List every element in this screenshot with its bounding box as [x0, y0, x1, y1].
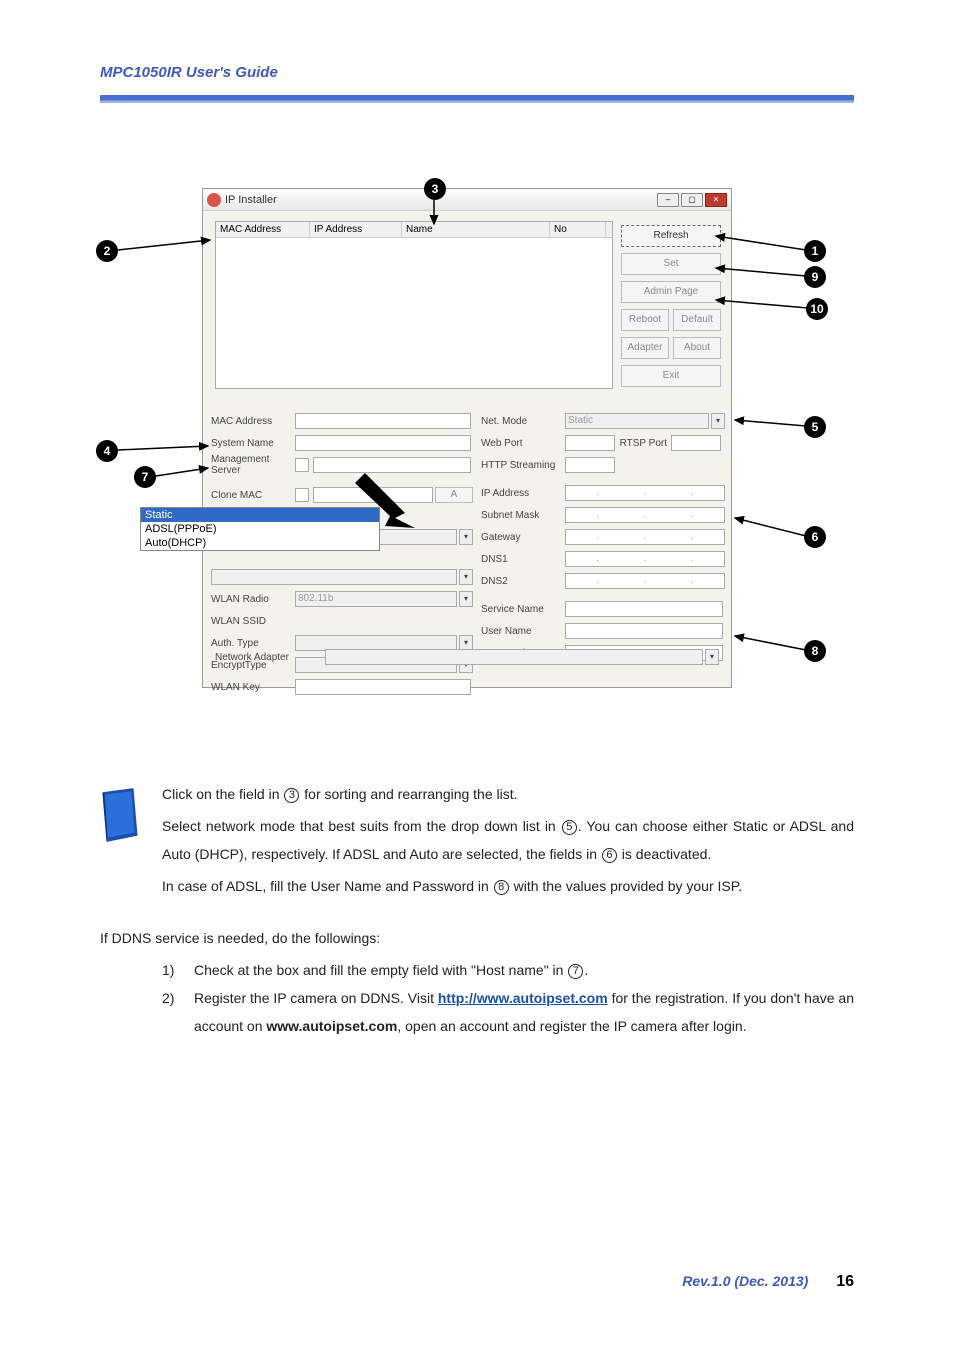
dropdown-icon[interactable]: ▾: [459, 529, 473, 545]
callout-4: 4: [96, 440, 118, 462]
callout-1: 1: [804, 240, 826, 262]
clone-label: Clone MAC: [211, 490, 295, 501]
dropdown-icon[interactable]: ▾: [459, 569, 473, 585]
rtsp-input[interactable]: [671, 435, 721, 451]
revision: Rev.1.0 (Dec. 2013): [682, 1273, 808, 1289]
dns1-label: DNS1: [481, 554, 565, 565]
mgmt-label: Management Server: [211, 454, 295, 476]
service-input[interactable]: [565, 601, 723, 617]
guide-title: MPC1050IR User's Guide: [100, 64, 854, 81]
device-list[interactable]: MAC Address IP Address Name No: [215, 221, 613, 389]
body-text: Click on the field in 3 for sorting and …: [100, 780, 854, 1040]
mgmt-checkbox[interactable]: [295, 458, 309, 472]
auth-label: Auth. Type: [211, 638, 295, 649]
callout-3: 3: [424, 178, 446, 200]
header-rule: [100, 95, 854, 103]
callout-9: 9: [804, 266, 826, 288]
option-static[interactable]: Static: [141, 508, 379, 522]
adapter-button[interactable]: Adapter: [621, 337, 669, 359]
clone-a-button[interactable]: A: [435, 487, 473, 503]
gateway-label: Gateway: [481, 532, 565, 543]
webport-input[interactable]: [565, 435, 615, 451]
callout-7: 7: [134, 466, 156, 488]
wlan-ssid-label: WLAN SSID: [211, 616, 295, 627]
ip-input[interactable]: ...: [565, 485, 725, 501]
reboot-button[interactable]: Reboot: [621, 309, 669, 331]
col-ip[interactable]: IP Address: [310, 222, 402, 237]
wlankey-label: WLAN Key: [211, 682, 295, 693]
mgmt-input[interactable]: [313, 457, 471, 473]
system-input[interactable]: [295, 435, 471, 451]
ip-label: IP Address: [481, 488, 565, 499]
option-auto[interactable]: Auto(DHCP): [141, 536, 379, 550]
service-label: Service Name: [481, 604, 565, 615]
screenshot-diagram: IP Installer – ▢ ✕ MAC Address IP Addres…: [90, 188, 830, 708]
dns2-input[interactable]: ...: [565, 573, 725, 589]
dropdown-icon[interactable]: ▾: [459, 591, 473, 607]
about-button[interactable]: About: [673, 337, 721, 359]
ip-installer-window: IP Installer – ▢ ✕ MAC Address IP Addres…: [202, 188, 732, 688]
col-no[interactable]: No: [550, 222, 606, 237]
netmode-value[interactable]: Static: [565, 413, 709, 429]
page-footer: Rev.1.0 (Dec. 2013) 16: [682, 1273, 854, 1291]
option-adsl[interactable]: ADSL(PPPoE): [141, 522, 379, 536]
mac-input[interactable]: [295, 413, 471, 429]
netmode-label: Net. Mode: [481, 416, 565, 427]
system-label: System Name: [211, 438, 295, 449]
user-input[interactable]: [565, 623, 723, 639]
subnet-input[interactable]: ...: [565, 507, 725, 523]
http-input[interactable]: [565, 457, 615, 473]
exit-button[interactable]: Exit: [621, 365, 721, 387]
rtsp-label: RTSP Port: [617, 438, 671, 449]
webport-label: Web Port: [481, 438, 565, 449]
minimize-button[interactable]: –: [657, 193, 679, 207]
clone-input[interactable]: [313, 487, 433, 503]
subnet-label: Subnet Mask: [481, 510, 565, 521]
dns1-input[interactable]: ...: [565, 551, 725, 567]
user-label: User Name: [481, 626, 565, 637]
close-button[interactable]: ✕: [705, 193, 727, 207]
callout-2: 2: [96, 240, 118, 262]
dropdown-icon[interactable]: ▾: [705, 649, 719, 665]
col-name[interactable]: Name: [402, 222, 550, 237]
dropdown-icon[interactable]: ▾: [711, 413, 725, 429]
page-number: 16: [836, 1273, 854, 1290]
callout-10: 10: [806, 298, 828, 320]
wlan-radio-label: WLAN Radio: [211, 594, 295, 605]
wlankey-input[interactable]: [295, 679, 471, 695]
refresh-button[interactable]: Refresh: [621, 225, 721, 247]
wlan-radio-input[interactable]: 802.11b: [295, 591, 457, 607]
mac-label: MAC Address: [211, 416, 295, 427]
second-select[interactable]: [211, 569, 457, 585]
http-label: HTTP Streaming: [481, 460, 565, 471]
net-adapter-label: Network Adapter: [215, 652, 325, 663]
set-button[interactable]: Set: [621, 253, 721, 275]
netmode-dropdown-open[interactable]: Static ADSL(PPPoE) Auto(DHCP): [140, 507, 380, 551]
admin-page-button[interactable]: Admin Page: [621, 281, 721, 303]
gateway-input[interactable]: ...: [565, 529, 725, 545]
callout-6: 6: [804, 526, 826, 548]
autoipset-link[interactable]: http://www.autoipset.com: [438, 990, 608, 1006]
dns2-label: DNS2: [481, 576, 565, 587]
app-icon: [207, 193, 221, 207]
default-button[interactable]: Default: [673, 309, 721, 331]
callout-8: 8: [804, 640, 826, 662]
net-adapter-select[interactable]: [325, 649, 703, 665]
maximize-button[interactable]: ▢: [681, 193, 703, 207]
callout-5: 5: [804, 416, 826, 438]
titlebar: IP Installer – ▢ ✕: [203, 189, 731, 211]
clone-checkbox[interactable]: [295, 488, 309, 502]
col-mac[interactable]: MAC Address: [216, 222, 310, 237]
